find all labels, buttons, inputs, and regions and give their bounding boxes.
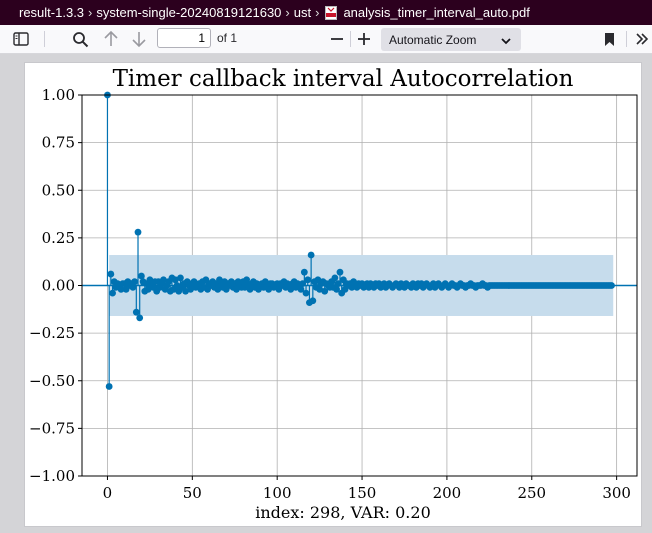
- breadcrumb-item-result[interactable]: result-1.3.3: [19, 5, 85, 20]
- y-tick-label: 0.00: [42, 277, 75, 295]
- page-number-input[interactable]: 1: [157, 28, 211, 48]
- document-area[interactable]: Timer callback interval Autocorrelation …: [0, 54, 652, 533]
- bookmark-icon[interactable]: [600, 28, 618, 50]
- data-point: [132, 308, 140, 316]
- breadcrumb: result-1.3.3 › system-single-20240819121…: [0, 0, 652, 25]
- data-point: [331, 274, 339, 282]
- y-tick-label: −0.25: [29, 324, 75, 342]
- y-tick-label: −0.75: [29, 419, 75, 437]
- page-count-label: of 1: [217, 31, 238, 45]
- x-tick-label: 50: [183, 484, 202, 502]
- search-icon[interactable]: [69, 28, 91, 50]
- y-tick-label: 0.50: [42, 181, 75, 199]
- x-axis-label: index: 298, VAR: 0.20: [255, 503, 431, 522]
- data-point: [307, 251, 315, 259]
- data-point: [302, 289, 310, 297]
- pdf-file-icon: [325, 5, 338, 20]
- zoom-out-icon[interactable]: [327, 28, 347, 50]
- data-point: [608, 282, 615, 289]
- tick-labels: 0 50 100 150 200 250 300 1.00 0.75 0.50 0.25 0.00 −0…: [29, 86, 631, 502]
- data-point: [107, 270, 115, 278]
- stems: [82, 91, 637, 390]
- sidebar-toggle-icon[interactable]: [10, 28, 32, 50]
- data-point: [117, 285, 125, 293]
- zoom-select-label: Automatic Zoom: [389, 32, 477, 47]
- data-point: [299, 280, 307, 287]
- data-point: [297, 285, 305, 293]
- data-point: [300, 268, 308, 276]
- data-point: [129, 284, 137, 291]
- toolbar-divider: [626, 31, 627, 47]
- data-point: [336, 268, 344, 276]
- chart-title: Timer callback interval Autocorrelation: [113, 66, 574, 92]
- data-point: [334, 280, 342, 287]
- y-tick-label: −1.00: [29, 467, 75, 485]
- toolbar-divider: [350, 31, 351, 47]
- data-point: [333, 285, 340, 293]
- x-tick-label: 250: [517, 484, 546, 502]
- y-tick-label: 0.25: [42, 229, 75, 247]
- data-point: [304, 276, 312, 284]
- pdf-viewer: 1 of 1 Automatic Zoom Timer callback int…: [0, 25, 652, 533]
- x-tick-label: 100: [263, 484, 292, 502]
- toolbar-divider: [44, 31, 45, 47]
- autocorrelation-chart: Timer callback interval Autocorrelation …: [29, 66, 638, 522]
- viewer-toolbar: 1 of 1 Automatic Zoom: [0, 25, 652, 54]
- x-tick-label: 300: [602, 484, 631, 502]
- x-tick-label: 150: [348, 484, 377, 502]
- x-tick-label: 0: [103, 484, 113, 502]
- chevron-right-icon: ›: [285, 5, 290, 20]
- arrow-down-icon[interactable]: [128, 28, 150, 50]
- double-chevron-right-icon[interactable]: [633, 28, 651, 50]
- arrow-up-icon[interactable]: [100, 28, 122, 50]
- y-tick-label: 1.00: [42, 86, 75, 104]
- data-point: [243, 276, 251, 284]
- pdf-page: Timer callback interval Autocorrelation …: [25, 63, 641, 526]
- data-point: [105, 383, 113, 390]
- zoom-in-icon[interactable]: [354, 28, 374, 50]
- data-point: [134, 228, 142, 236]
- data-point: [109, 289, 116, 297]
- data-point: [321, 287, 329, 295]
- y-tick-label: −0.50: [29, 372, 75, 390]
- data-point: [136, 314, 144, 322]
- zoom-select[interactable]: Automatic Zoom: [381, 28, 521, 51]
- x-tick-label: 200: [433, 484, 462, 502]
- chevron-right-icon: ›: [88, 5, 93, 20]
- chevron-down-icon: [501, 34, 511, 48]
- data-point: [309, 297, 317, 305]
- breadcrumb-item-ust[interactable]: ust: [293, 5, 312, 20]
- breadcrumb-item-system[interactable]: system-single-20240819121630: [96, 5, 282, 20]
- data-point: [131, 278, 139, 286]
- data-point: [138, 272, 145, 280]
- chevron-right-icon: ›: [315, 5, 320, 20]
- data-point: [177, 274, 184, 282]
- y-tick-label: 0.75: [42, 134, 75, 152]
- breadcrumb-item-file[interactable]: analysis_timer_interval_auto.pdf: [343, 5, 530, 20]
